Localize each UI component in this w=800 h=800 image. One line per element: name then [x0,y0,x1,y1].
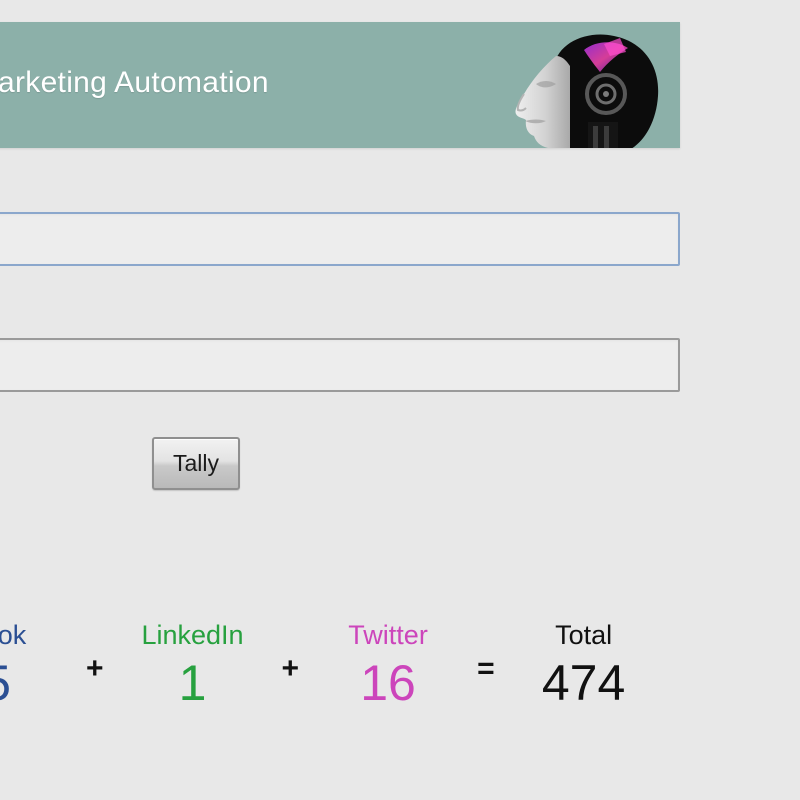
header-banner: arketing Automation [0,22,680,148]
linkedin-label: LinkedIn [141,620,244,650]
operator-plus-2: + [281,652,300,685]
banner-title: arketing Automation [0,66,269,99]
result-column-facebook: book 5 [0,618,72,714]
result-column-total: Total 474 [509,618,659,714]
linkedin-count: 1 [178,655,207,711]
twitter-count: 16 [360,655,416,711]
url-input[interactable] [0,212,680,266]
secondary-input[interactable] [0,338,680,392]
android-head-icon [492,22,672,148]
total-label: Total [555,620,613,650]
operator-plus-1: + [86,652,104,685]
result-column-twitter: Twitter 16 [313,618,463,714]
result-column-linkedin: LinkedIn 1 [118,618,268,714]
facebook-count: 5 [0,652,11,714]
total-count: 474 [541,655,626,711]
tally-button[interactable]: Tally [152,437,240,490]
facebook-label: book [0,620,27,650]
operator-equals: = [477,652,495,685]
tally-results-row: book 5 + LinkedIn 1 + Twitter 16 = Total… [0,618,682,714]
twitter-label: Twitter [348,620,428,650]
helper-text: l [0,404,16,419]
